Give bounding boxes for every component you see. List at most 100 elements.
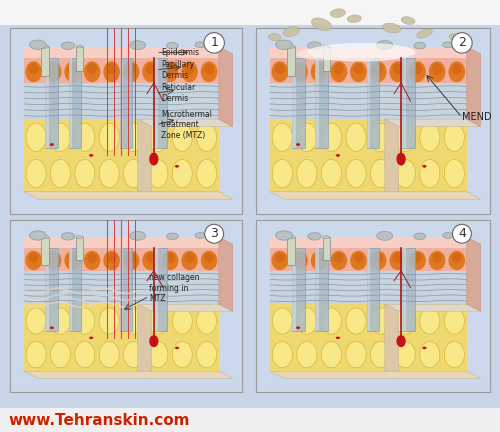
Ellipse shape bbox=[420, 123, 440, 152]
Ellipse shape bbox=[354, 63, 364, 74]
Ellipse shape bbox=[297, 159, 317, 187]
Ellipse shape bbox=[64, 61, 81, 82]
Bar bbox=[292, 248, 296, 331]
Bar bbox=[120, 248, 132, 331]
Ellipse shape bbox=[64, 251, 81, 270]
Ellipse shape bbox=[314, 63, 324, 74]
Ellipse shape bbox=[50, 123, 70, 152]
Ellipse shape bbox=[196, 308, 216, 334]
Ellipse shape bbox=[287, 235, 295, 239]
Ellipse shape bbox=[354, 253, 364, 263]
Ellipse shape bbox=[149, 152, 158, 165]
Ellipse shape bbox=[444, 308, 464, 334]
Ellipse shape bbox=[106, 253, 117, 263]
Bar bbox=[120, 58, 124, 148]
Text: 1: 1 bbox=[210, 36, 218, 49]
Ellipse shape bbox=[444, 123, 464, 152]
Ellipse shape bbox=[401, 17, 415, 25]
Bar bbox=[46, 248, 49, 331]
Ellipse shape bbox=[26, 61, 42, 82]
Ellipse shape bbox=[75, 342, 95, 368]
Ellipse shape bbox=[376, 41, 392, 50]
Ellipse shape bbox=[106, 63, 117, 74]
Ellipse shape bbox=[146, 63, 156, 74]
Ellipse shape bbox=[370, 123, 390, 152]
Bar bbox=[402, 58, 414, 148]
Bar bbox=[292, 58, 304, 148]
Ellipse shape bbox=[196, 342, 216, 368]
Ellipse shape bbox=[442, 232, 453, 238]
Text: Papillary
Dermis: Papillary Dermis bbox=[161, 60, 194, 79]
Ellipse shape bbox=[201, 61, 218, 82]
Circle shape bbox=[204, 33, 225, 53]
Ellipse shape bbox=[204, 253, 214, 263]
Ellipse shape bbox=[75, 123, 95, 152]
Ellipse shape bbox=[75, 159, 95, 187]
Text: Reticular
Dermis: Reticular Dermis bbox=[161, 83, 195, 103]
Ellipse shape bbox=[165, 253, 175, 263]
Ellipse shape bbox=[393, 63, 402, 74]
FancyBboxPatch shape bbox=[256, 220, 490, 392]
Ellipse shape bbox=[124, 159, 144, 187]
Ellipse shape bbox=[149, 335, 158, 347]
Text: MEND: MEND bbox=[462, 112, 492, 122]
Ellipse shape bbox=[166, 42, 178, 49]
Ellipse shape bbox=[272, 308, 292, 334]
Ellipse shape bbox=[272, 123, 292, 152]
Ellipse shape bbox=[308, 42, 321, 49]
Ellipse shape bbox=[390, 61, 406, 82]
Ellipse shape bbox=[307, 43, 416, 61]
Text: Microthermal
treatment
Zone (MTZ): Microthermal treatment Zone (MTZ) bbox=[161, 110, 212, 140]
Ellipse shape bbox=[420, 308, 440, 334]
Bar bbox=[315, 58, 328, 148]
Bar bbox=[154, 248, 158, 331]
Ellipse shape bbox=[30, 40, 46, 49]
Ellipse shape bbox=[184, 63, 194, 74]
Ellipse shape bbox=[297, 123, 317, 152]
Ellipse shape bbox=[322, 159, 342, 187]
Ellipse shape bbox=[420, 342, 440, 368]
Ellipse shape bbox=[26, 123, 46, 152]
Bar bbox=[366, 248, 370, 331]
Ellipse shape bbox=[166, 233, 178, 240]
Ellipse shape bbox=[294, 253, 304, 263]
Bar bbox=[402, 248, 406, 331]
Bar bbox=[24, 47, 219, 58]
Bar bbox=[270, 271, 466, 304]
FancyBboxPatch shape bbox=[256, 28, 490, 214]
Bar bbox=[40, 237, 49, 265]
Ellipse shape bbox=[346, 123, 366, 152]
Ellipse shape bbox=[268, 34, 281, 41]
Polygon shape bbox=[270, 372, 480, 378]
Ellipse shape bbox=[84, 251, 100, 270]
Ellipse shape bbox=[308, 232, 321, 240]
Ellipse shape bbox=[444, 159, 464, 187]
Ellipse shape bbox=[294, 63, 304, 74]
Ellipse shape bbox=[195, 232, 205, 238]
Ellipse shape bbox=[297, 308, 317, 334]
Bar bbox=[24, 58, 219, 83]
Ellipse shape bbox=[275, 63, 285, 74]
FancyBboxPatch shape bbox=[0, 0, 500, 25]
Ellipse shape bbox=[296, 143, 300, 146]
Ellipse shape bbox=[50, 308, 70, 334]
Ellipse shape bbox=[395, 342, 415, 368]
Ellipse shape bbox=[346, 342, 366, 368]
Bar bbox=[270, 83, 466, 119]
Bar bbox=[270, 304, 466, 372]
Ellipse shape bbox=[99, 123, 119, 152]
Ellipse shape bbox=[330, 9, 345, 17]
Ellipse shape bbox=[395, 159, 415, 187]
Ellipse shape bbox=[336, 337, 340, 339]
Ellipse shape bbox=[373, 253, 383, 263]
Ellipse shape bbox=[48, 253, 58, 263]
Bar bbox=[68, 248, 72, 331]
Bar bbox=[315, 248, 328, 331]
Bar bbox=[24, 83, 219, 119]
Ellipse shape bbox=[40, 235, 49, 239]
Ellipse shape bbox=[420, 159, 440, 187]
Ellipse shape bbox=[291, 251, 308, 270]
Ellipse shape bbox=[414, 42, 426, 49]
Ellipse shape bbox=[88, 63, 97, 74]
Ellipse shape bbox=[50, 159, 70, 187]
